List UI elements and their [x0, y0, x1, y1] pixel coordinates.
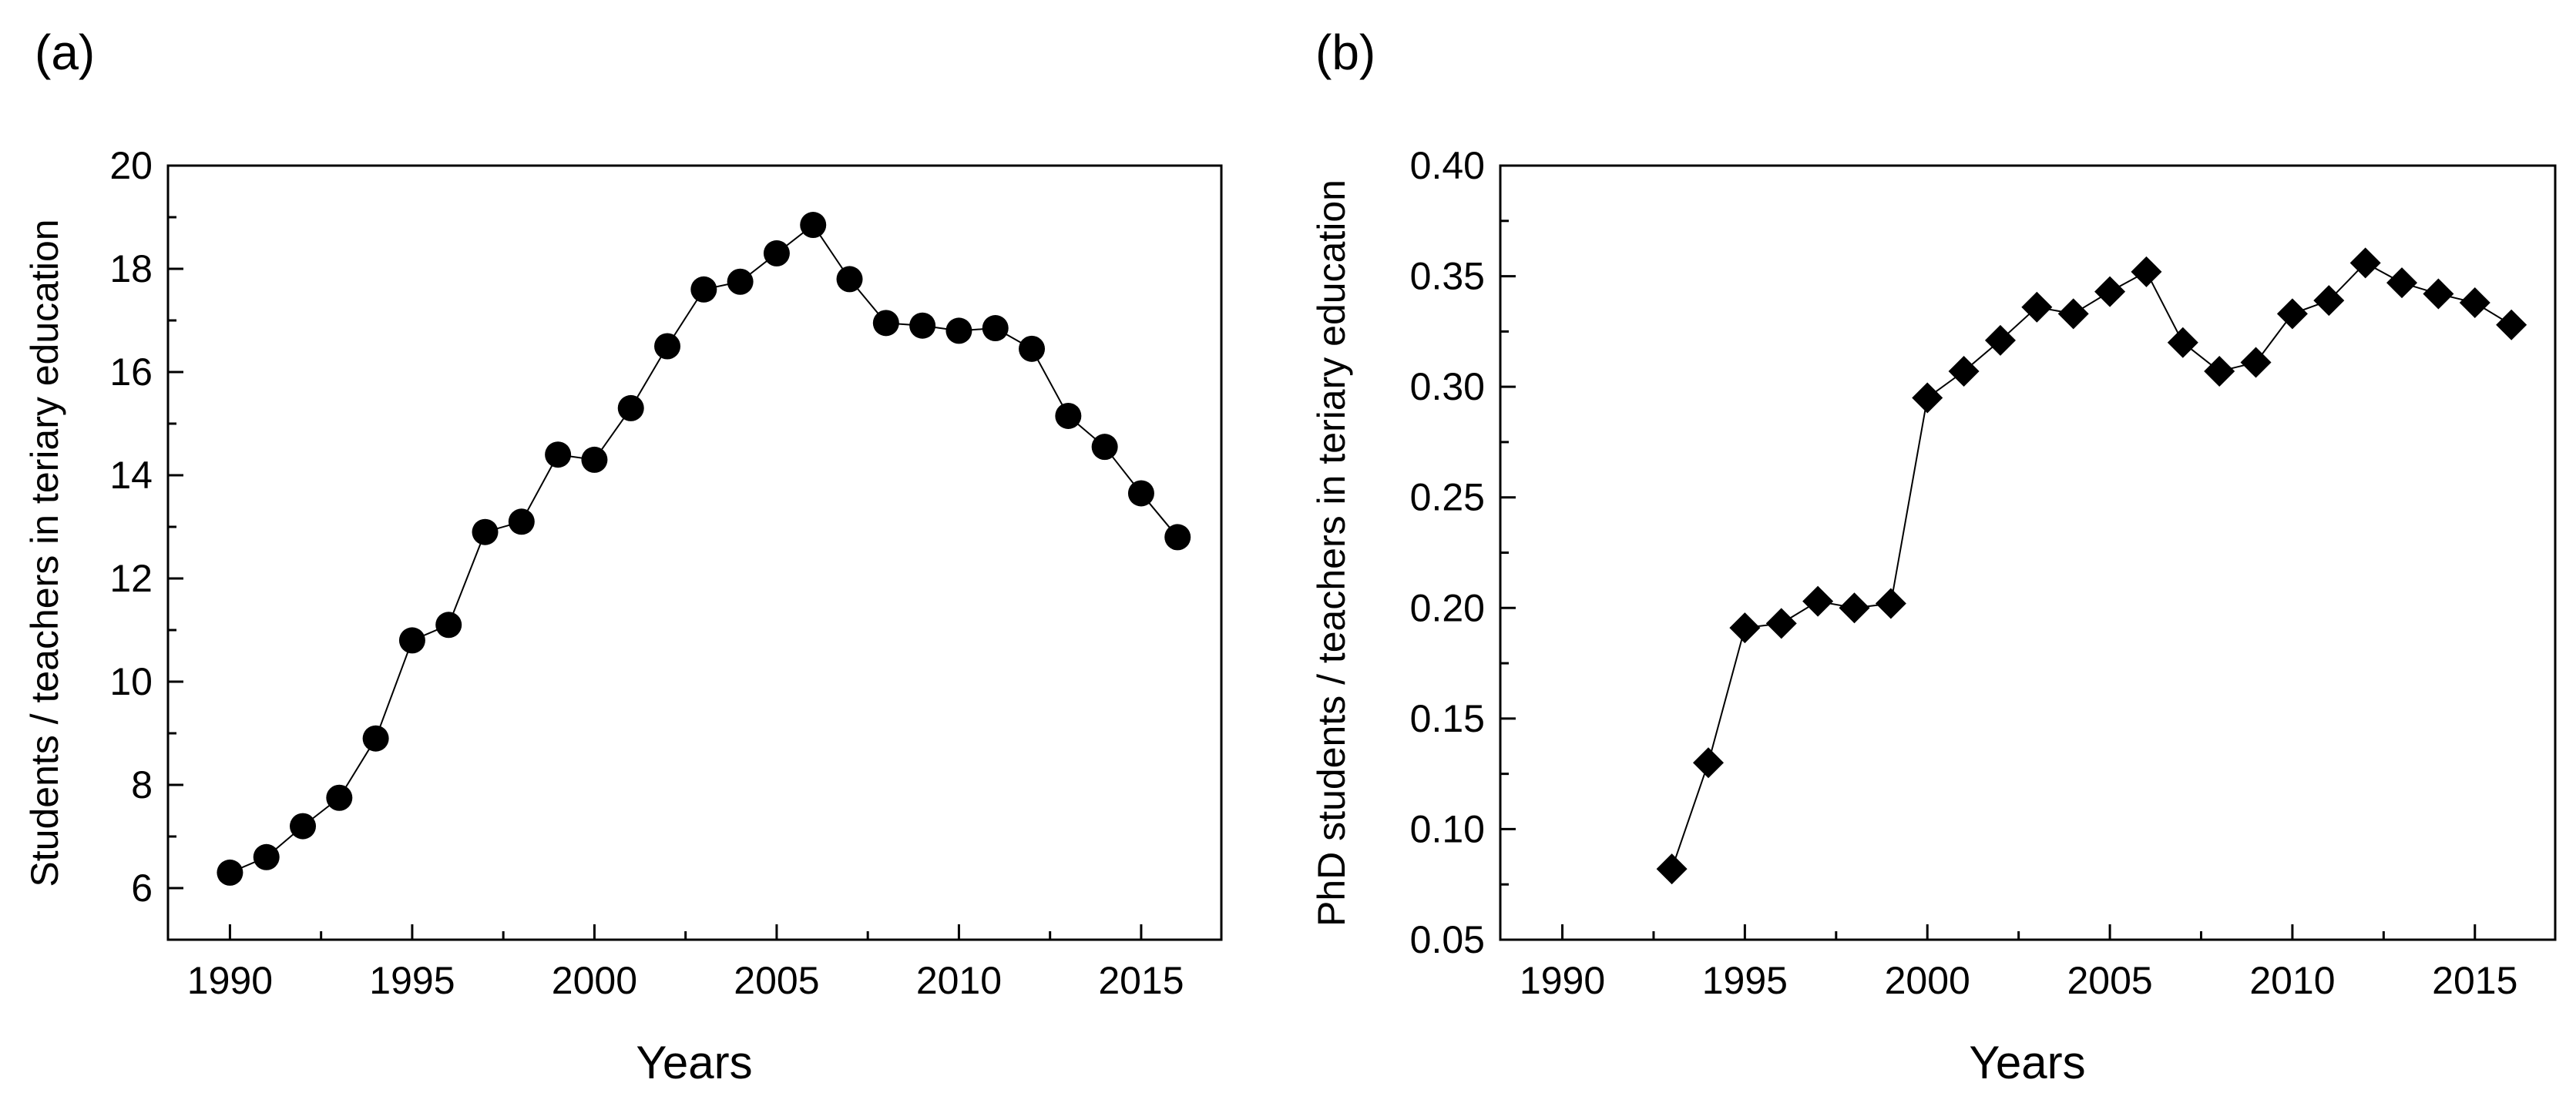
- y-tick-label: 0.35: [1410, 255, 1485, 298]
- data-point: [654, 333, 681, 360]
- data-point: [2057, 298, 2089, 330]
- panel-b-series: [1656, 247, 2527, 885]
- data-point: [836, 266, 863, 293]
- x-tick-label: 2015: [2432, 959, 2517, 1002]
- y-tick-label: 6: [131, 867, 153, 910]
- x-tick-label: 1995: [1702, 959, 1788, 1002]
- data-point: [690, 276, 717, 303]
- panel-a-y-axis-title: Students / teachers in teriary education: [23, 219, 66, 887]
- y-tick-label: 0.40: [1410, 144, 1485, 187]
- panel-b-x-axis-title: Years: [1969, 1037, 2085, 1088]
- panel-a-tick-labels: 1990 1995 2000 2005 2010 2015 6 8 10 12 14 16 18 20: [109, 144, 1184, 1002]
- panel-a-series: [217, 212, 1191, 886]
- data-point: [617, 394, 644, 421]
- data-point: [2167, 327, 2198, 358]
- data-point: [508, 508, 535, 535]
- data-point: [1912, 382, 1943, 414]
- panel-b-y-axis-title: PhD students / teachers in teriary educa…: [1310, 179, 1353, 927]
- panel-a-x-axis-title: Years: [636, 1037, 752, 1088]
- y-tick-label: 0.25: [1410, 476, 1485, 519]
- y-tick-label: 0.30: [1410, 365, 1485, 408]
- data-point: [2496, 309, 2527, 340]
- data-point: [1984, 324, 2016, 356]
- data-point: [545, 441, 572, 468]
- panel-b: (b) 1990 1995 2000 2005 2010 2015 0.05 0.10 0.15…: [1310, 25, 2557, 1088]
- data-point: [1055, 402, 1082, 429]
- panel-a-plot-frame: [166, 164, 1223, 941]
- y-tick-label: 0.20: [1410, 586, 1485, 629]
- data-point: [2313, 285, 2345, 317]
- data-point: [1875, 588, 1906, 619]
- panel-a-label: (a): [35, 25, 95, 80]
- series-line: [1671, 262, 2512, 870]
- y-tick-label: 0.10: [1410, 807, 1485, 850]
- data-point: [2094, 276, 2126, 307]
- data-point: [945, 317, 972, 344]
- data-point: [2276, 298, 2308, 330]
- y-tick-label: 8: [131, 763, 153, 806]
- data-point: [472, 518, 499, 545]
- x-tick-label: 2000: [552, 959, 637, 1002]
- x-tick-label: 1990: [187, 959, 273, 1002]
- data-point: [326, 784, 353, 811]
- data-point: [1656, 853, 1688, 885]
- data-point: [1765, 608, 1797, 639]
- series-line: [230, 223, 1179, 873]
- x-tick-label: 2015: [1098, 959, 1184, 1002]
- y-tick-label: 0.15: [1410, 697, 1485, 740]
- data-point: [982, 315, 1009, 342]
- x-tick-label: 2005: [2067, 959, 2152, 1002]
- data-point: [763, 240, 790, 267]
- x-tick-label: 1995: [369, 959, 455, 1002]
- data-point: [398, 627, 425, 654]
- y-tick-label: 20: [109, 144, 153, 187]
- x-tick-label: 1990: [1520, 959, 1605, 1002]
- data-point: [362, 725, 389, 752]
- y-tick-label: 10: [109, 660, 153, 703]
- data-point: [2131, 256, 2162, 287]
- x-tick-label: 2010: [2249, 959, 2335, 1002]
- panel-b-ticks: [1500, 164, 2477, 941]
- data-point: [2240, 347, 2272, 378]
- data-point: [1729, 612, 1761, 644]
- data-point: [800, 212, 827, 239]
- x-tick-label: 2005: [734, 959, 819, 1002]
- data-point: [2204, 356, 2235, 387]
- x-tick-label: 2000: [1885, 959, 1970, 1002]
- data-point: [217, 859, 243, 886]
- data-point: [1019, 335, 1046, 362]
- x-tick-label: 2010: [916, 959, 1002, 1002]
- y-tick-label: 18: [109, 247, 153, 290]
- data-point: [1839, 592, 1870, 624]
- y-tick-label: 0.05: [1410, 918, 1485, 961]
- data-point: [909, 312, 936, 339]
- data-point: [253, 843, 280, 870]
- data-point: [581, 446, 608, 473]
- panel-a: (a) 1990 1995 2000 2005 2010 2015 6 8 10 12 14 16 18…: [23, 25, 1223, 1088]
- data-point: [2021, 291, 2053, 323]
- panel-b-tick-labels: 1990 1995 2000 2005 2010 2015 0.05 0.10 0.15 0.20…: [1410, 144, 2518, 1002]
- data-point: [290, 813, 317, 840]
- y-tick-label: 14: [109, 454, 153, 497]
- data-point: [2459, 287, 2490, 319]
- data-point: [1693, 747, 1725, 779]
- data-point: [2386, 267, 2418, 299]
- data-point: [1948, 356, 1980, 387]
- data-point: [872, 310, 899, 337]
- data-point: [2423, 278, 2454, 310]
- data-point: [1127, 480, 1154, 507]
- data-point: [2349, 247, 2381, 279]
- data-point: [1091, 434, 1118, 461]
- data-point: [435, 612, 462, 639]
- y-tick-label: 12: [109, 557, 153, 600]
- panel-b-label: (b): [1315, 25, 1375, 80]
- data-point: [1164, 524, 1191, 551]
- panel-a-ticks: [168, 164, 1143, 940]
- data-point: [727, 268, 754, 295]
- data-point: [1802, 585, 1834, 617]
- y-tick-label: 16: [109, 350, 153, 394]
